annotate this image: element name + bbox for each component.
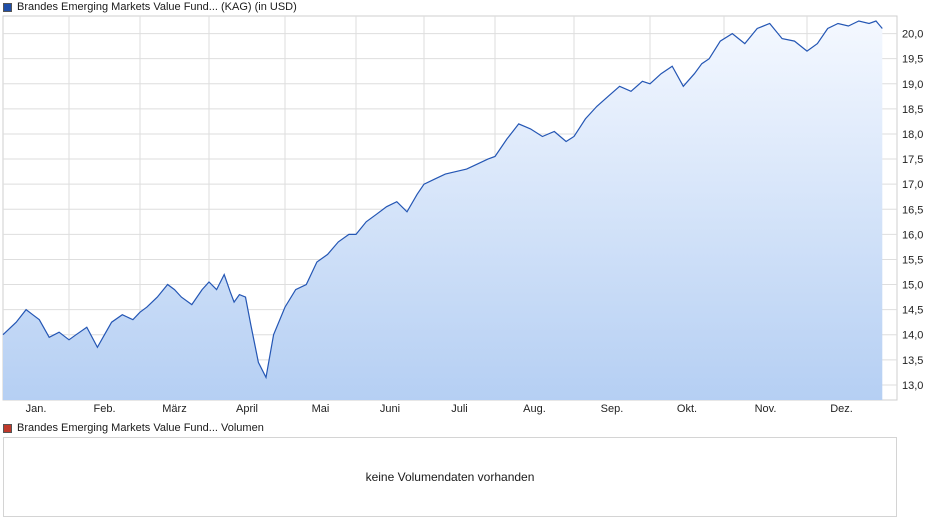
y-tick-label: 19,0 [902, 79, 923, 91]
x-tick-label: Juli [451, 403, 468, 415]
price-legend: Brandes Emerging Markets Value Fund... (… [3, 0, 297, 14]
y-tick-label: 16,0 [902, 229, 923, 241]
no-volume-message: keine Volumendaten vorhanden [365, 470, 535, 484]
y-tick-label: 14,0 [902, 330, 923, 342]
x-tick-label: Aug. [523, 403, 546, 415]
y-tick-label: 14,5 [902, 305, 923, 317]
y-tick-label: 15,5 [902, 254, 923, 266]
x-tick-label: Okt. [677, 403, 697, 415]
x-tick-label: Sep. [601, 403, 624, 415]
x-tick-label: April [236, 403, 258, 415]
y-tick-label: 19,5 [902, 54, 923, 66]
y-tick-label: 20,0 [902, 29, 923, 41]
volume-panel: keine Volumendaten vorhanden [3, 437, 897, 517]
y-tick-label: 18,5 [902, 104, 923, 116]
volume-legend-swatch [3, 423, 12, 433]
y-tick-label: 16,5 [902, 204, 923, 216]
y-tick-label: 17,5 [902, 154, 923, 166]
x-tick-label: Juni [380, 403, 400, 415]
price-chart: 13,0 13,5 14,0 14,5 15,0 15,5 16,0 16,5 17,0 17,5… [2, 15, 924, 415]
price-legend-label: Brandes Emerging Markets Value Fund... (… [17, 1, 297, 13]
x-tick-label: März [162, 403, 186, 415]
x-tick-label: Jan. [26, 403, 47, 415]
x-tick-label: Dez. [830, 403, 853, 415]
price-legend-swatch [3, 2, 12, 12]
price-line [2, 20, 883, 380]
volume-legend: Brandes Emerging Markets Value Fund... V… [3, 421, 264, 435]
y-tick-label: 18,0 [902, 129, 923, 141]
axis-labels: 13,0 13,5 14,0 14,5 15,0 15,5 16,0 16,5 17,0 17,5… [26, 29, 924, 415]
price-area [3, 21, 883, 400]
x-tick-label: Feb. [93, 403, 115, 415]
y-tick-label: 13,0 [902, 380, 923, 392]
y-tick-label: 15,0 [902, 280, 923, 292]
y-tick-label: 17,0 [902, 179, 923, 191]
x-tick-label: Nov. [755, 403, 777, 415]
volume-legend-label: Brandes Emerging Markets Value Fund... V… [17, 422, 264, 434]
y-tick-label: 13,5 [902, 355, 923, 367]
x-tick-label: Mai [312, 403, 330, 415]
